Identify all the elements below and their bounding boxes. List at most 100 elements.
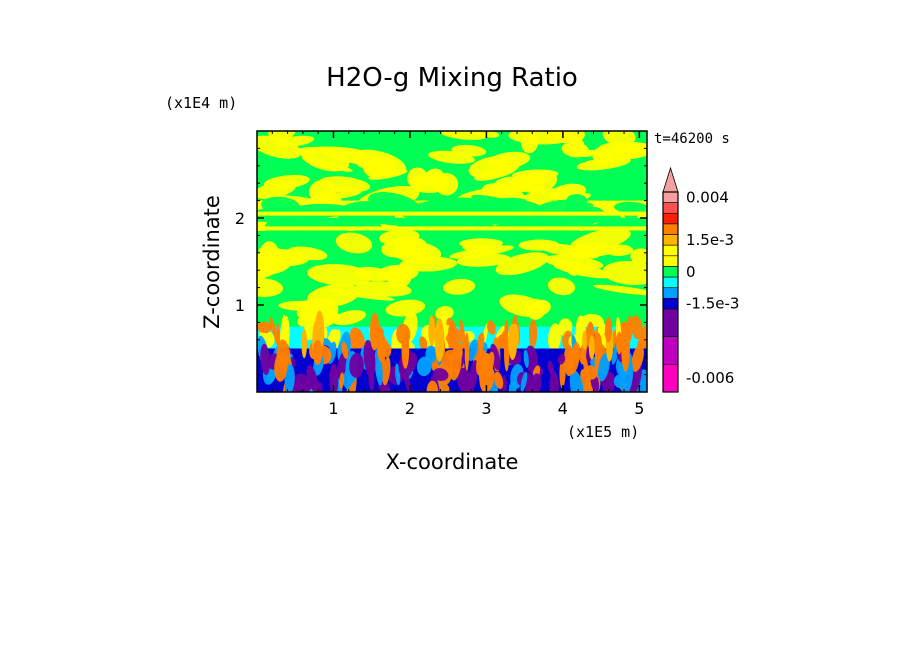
colorbar-swatch xyxy=(662,336,679,365)
contour-blob xyxy=(385,299,426,317)
contour-blob xyxy=(520,372,528,392)
chart-title: H2O-g Mixing Ratio xyxy=(326,63,578,93)
contour-blob xyxy=(508,131,574,145)
colorbar-swatch xyxy=(662,298,679,310)
contour-blob xyxy=(580,369,591,392)
contour-blob xyxy=(382,356,391,386)
colorbar-swatch xyxy=(662,276,679,289)
colorbar-swatch xyxy=(662,212,679,225)
contour-blob xyxy=(354,266,392,282)
colorbar-label: -1.5e-3 xyxy=(686,295,739,313)
contour-blob xyxy=(443,278,476,295)
contour-blob xyxy=(261,253,301,268)
x-tick-label: 2 xyxy=(405,399,415,418)
contour-blob xyxy=(508,380,518,392)
contour-blob xyxy=(630,315,643,340)
colorbar-swatch xyxy=(662,266,679,278)
colorbar-label: -0.006 xyxy=(686,369,734,387)
contour-blob xyxy=(257,181,296,200)
y-units-label: (x1E4 m) xyxy=(165,94,237,112)
contour-blob xyxy=(392,241,442,264)
contour-blob xyxy=(631,344,644,372)
contour-blob xyxy=(257,277,284,297)
contour-blob xyxy=(499,294,546,318)
colorbar-swatch xyxy=(662,191,679,203)
x-tick-label: 4 xyxy=(558,399,568,418)
x-axis-ticks: 1 2 3 4 5 xyxy=(271,131,644,418)
contour-blob xyxy=(598,141,647,155)
contour-fields xyxy=(257,131,647,392)
contour-blob xyxy=(561,141,589,158)
contour-blob xyxy=(469,360,478,390)
streak xyxy=(257,211,647,216)
contour-blob xyxy=(425,345,437,364)
contour-blob xyxy=(569,370,584,392)
contour-blob xyxy=(349,352,364,378)
colorbar-swatch xyxy=(662,244,679,257)
contour-blob xyxy=(335,232,373,254)
contour-blob xyxy=(490,343,501,371)
contour-blob xyxy=(306,283,360,308)
contour-blob xyxy=(329,363,339,392)
colorbar-label: 1.5e-3 xyxy=(686,231,734,249)
contour-blob xyxy=(480,199,545,223)
contour-blob xyxy=(269,316,279,347)
colorbar-swatch xyxy=(662,234,679,246)
contour-blob xyxy=(525,345,539,375)
contour-blob xyxy=(474,168,511,181)
y-tick-label: 2 xyxy=(235,209,245,228)
contour-blob xyxy=(528,319,538,349)
contour-blob xyxy=(459,238,503,249)
contour-blob xyxy=(339,372,345,389)
contour-blob xyxy=(444,349,460,361)
plume xyxy=(376,331,386,362)
contour-blob xyxy=(486,320,496,335)
plume xyxy=(604,316,613,343)
plume xyxy=(434,318,445,363)
plume xyxy=(428,315,436,346)
contour-blob xyxy=(363,339,376,378)
contour-blob xyxy=(456,367,473,392)
plume xyxy=(621,329,630,372)
x-axis-label: X-coordinate xyxy=(386,450,519,474)
contour-blob xyxy=(257,135,302,159)
contour-blob xyxy=(576,156,631,171)
plume xyxy=(588,335,595,360)
contour-blob xyxy=(257,321,273,334)
contour-blob xyxy=(523,349,529,368)
plume xyxy=(456,343,463,361)
contour-blob xyxy=(355,281,412,297)
contour-blob xyxy=(341,341,349,359)
contour-blob xyxy=(520,170,558,194)
colorbar-label: 0.004 xyxy=(686,188,729,206)
plume xyxy=(464,332,470,371)
contour-blob xyxy=(419,336,428,351)
plume xyxy=(312,339,323,365)
contour-blob xyxy=(557,354,566,365)
contour-blob xyxy=(467,339,478,362)
contour-blob xyxy=(319,176,371,193)
contour-blob xyxy=(284,364,295,392)
contour-blob xyxy=(602,261,647,286)
streak xyxy=(257,217,647,222)
colorbar-frame xyxy=(662,191,679,393)
plume xyxy=(508,323,518,360)
contour-blob xyxy=(593,284,647,296)
contour-blob xyxy=(543,254,604,270)
colorbar-swatch xyxy=(662,287,679,299)
x-units-label: (x1E5 m) xyxy=(567,423,639,441)
plume xyxy=(369,312,380,351)
contour-blob xyxy=(479,365,495,392)
colorbar-swatch xyxy=(662,364,679,393)
contour-blob xyxy=(566,245,623,258)
y-axis-label: Z-coordinate xyxy=(200,195,224,329)
contour-blob xyxy=(459,319,467,356)
colorbar-swatch xyxy=(662,202,679,214)
colorbar-swatch xyxy=(662,223,679,235)
plume xyxy=(593,332,602,359)
contour-blob xyxy=(495,252,549,276)
contour-blob xyxy=(549,371,559,392)
contour-blob xyxy=(597,352,610,382)
contour-blob xyxy=(547,277,576,296)
